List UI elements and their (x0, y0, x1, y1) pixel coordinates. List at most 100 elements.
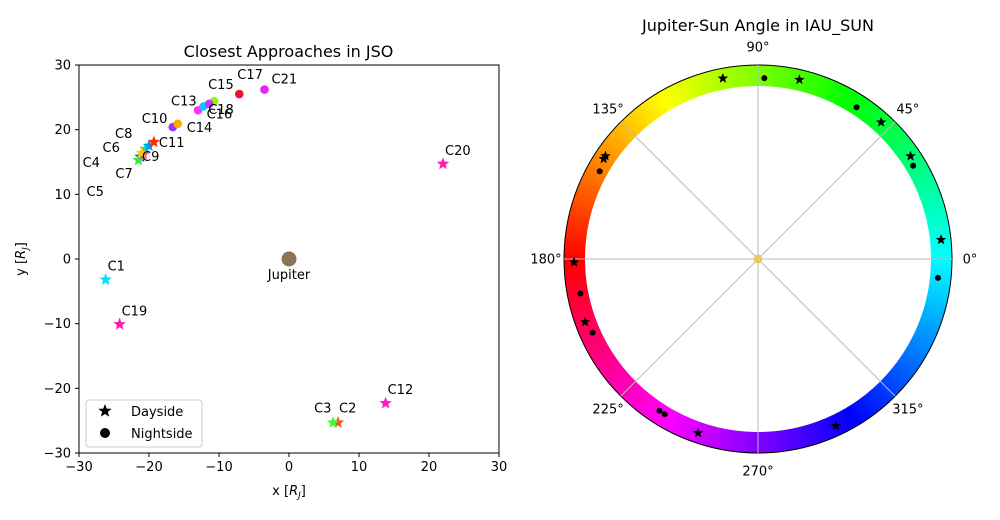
wheel-segment (875, 116, 893, 135)
wheel-segment (635, 106, 652, 125)
wheel-segment (922, 309, 944, 319)
wheel-segment (641, 397, 657, 417)
dayside-point-c12 (379, 396, 392, 409)
wheel-segment (654, 92, 669, 113)
wheel-segment (687, 76, 699, 98)
wheel-segment (616, 376, 634, 395)
wheel-segment (684, 77, 697, 99)
wheel-segment (711, 426, 720, 449)
wheel-segment (895, 141, 915, 158)
wheel-segment (776, 430, 783, 452)
wheel-segment (589, 159, 610, 174)
wheel-segment (717, 428, 726, 450)
nightside-point-c21 (260, 85, 269, 94)
nightside-angle-point (656, 407, 663, 414)
wheel-segment (685, 419, 697, 441)
nightside-point-c18 (204, 99, 214, 109)
right-chart-title: Jupiter-Sun Angle in IAU_SUN (641, 16, 874, 36)
wheel-segment (822, 418, 835, 439)
wheel-segment (805, 72, 815, 94)
wheel-segment (565, 228, 588, 236)
wheel-segment (913, 331, 935, 345)
wheel-segment (625, 385, 643, 404)
wheel-segment (839, 410, 853, 431)
wheel-segment (930, 264, 952, 270)
wheel-segment (611, 372, 630, 390)
wheel-segment (660, 89, 675, 110)
legend-circle-icon (100, 428, 110, 438)
wheel-segment (886, 372, 905, 389)
wheel-segment (707, 70, 717, 93)
wheel-segment (836, 85, 850, 107)
wheel-segment (849, 94, 864, 114)
wheel-segment (582, 332, 603, 345)
wheel-segment (781, 66, 789, 89)
jupiter-marker (281, 251, 297, 267)
dayside-point-c6 (139, 142, 152, 155)
wheel-segment (928, 282, 951, 290)
wheel-segment (886, 128, 905, 146)
y-tick-label: 0 (63, 253, 71, 268)
x-tick-label: −20 (135, 460, 162, 475)
wheel-segment (917, 323, 939, 335)
wheel-segment (929, 279, 951, 286)
point-label-c5: C5 (87, 185, 104, 200)
wheel-segment (927, 288, 950, 297)
wheel-segment (595, 353, 615, 369)
wheel-segment (875, 383, 894, 401)
wheel-segment (930, 254, 952, 259)
y-tick-label: 30 (54, 59, 71, 74)
point-label-c8: C8 (115, 127, 132, 142)
wheel-segment (899, 355, 920, 371)
wheel-segment (599, 358, 619, 374)
wheel-segment (635, 393, 652, 413)
wheel-segment (785, 429, 793, 451)
wheel-segment (740, 65, 746, 87)
dayside-angle-point (692, 427, 704, 438)
wheel-segment (565, 277, 587, 284)
wheel-segment (884, 374, 903, 392)
wheel-segment (838, 87, 853, 108)
wheel-segment (916, 326, 937, 338)
point-label-c16: C16 (207, 107, 233, 122)
wheel-segment (618, 379, 637, 397)
wheel-segment (682, 418, 694, 440)
wheel-segment (633, 391, 650, 411)
y-tick-label: −20 (44, 382, 71, 397)
wheel-segment (925, 300, 947, 310)
wheel-segment (574, 192, 596, 204)
nightside-angle-point (910, 162, 917, 169)
wheel-segment (672, 83, 685, 104)
wheel-segment (666, 86, 680, 107)
wheel-segment (669, 84, 683, 106)
legend-label: Dayside (131, 405, 183, 420)
wheel-segment (861, 103, 878, 123)
wheel-segment (825, 416, 838, 438)
wheel-segment (808, 423, 819, 445)
angle-label: 180° (530, 253, 561, 268)
wheel-segment (884, 126, 903, 144)
nightside-angle-point (589, 329, 596, 336)
wheel-segment (825, 80, 837, 101)
wheel-segment (911, 170, 933, 184)
wheel-segment (698, 423, 708, 445)
wheel-segment (859, 396, 876, 416)
wheel-segment (879, 121, 898, 139)
wheel-segment (579, 180, 600, 192)
wheel-segment (796, 426, 806, 449)
wheel-segment (849, 403, 865, 424)
wheel-segment (868, 109, 886, 129)
wheel-segment (787, 67, 796, 90)
legend-label: Nightside (131, 427, 193, 442)
wheel-segment (666, 411, 680, 433)
wheel-segment (564, 252, 586, 257)
wheel-segment (580, 177, 602, 190)
wheel-segment (921, 195, 943, 206)
wheel-segment (570, 205, 592, 215)
wheel-segment (652, 404, 667, 424)
nightside-point-c17 (235, 89, 244, 99)
wheel-segment (918, 320, 940, 332)
wheel-segment (841, 88, 855, 110)
wheel-segment (779, 430, 786, 452)
angle-label: 135° (592, 103, 623, 118)
